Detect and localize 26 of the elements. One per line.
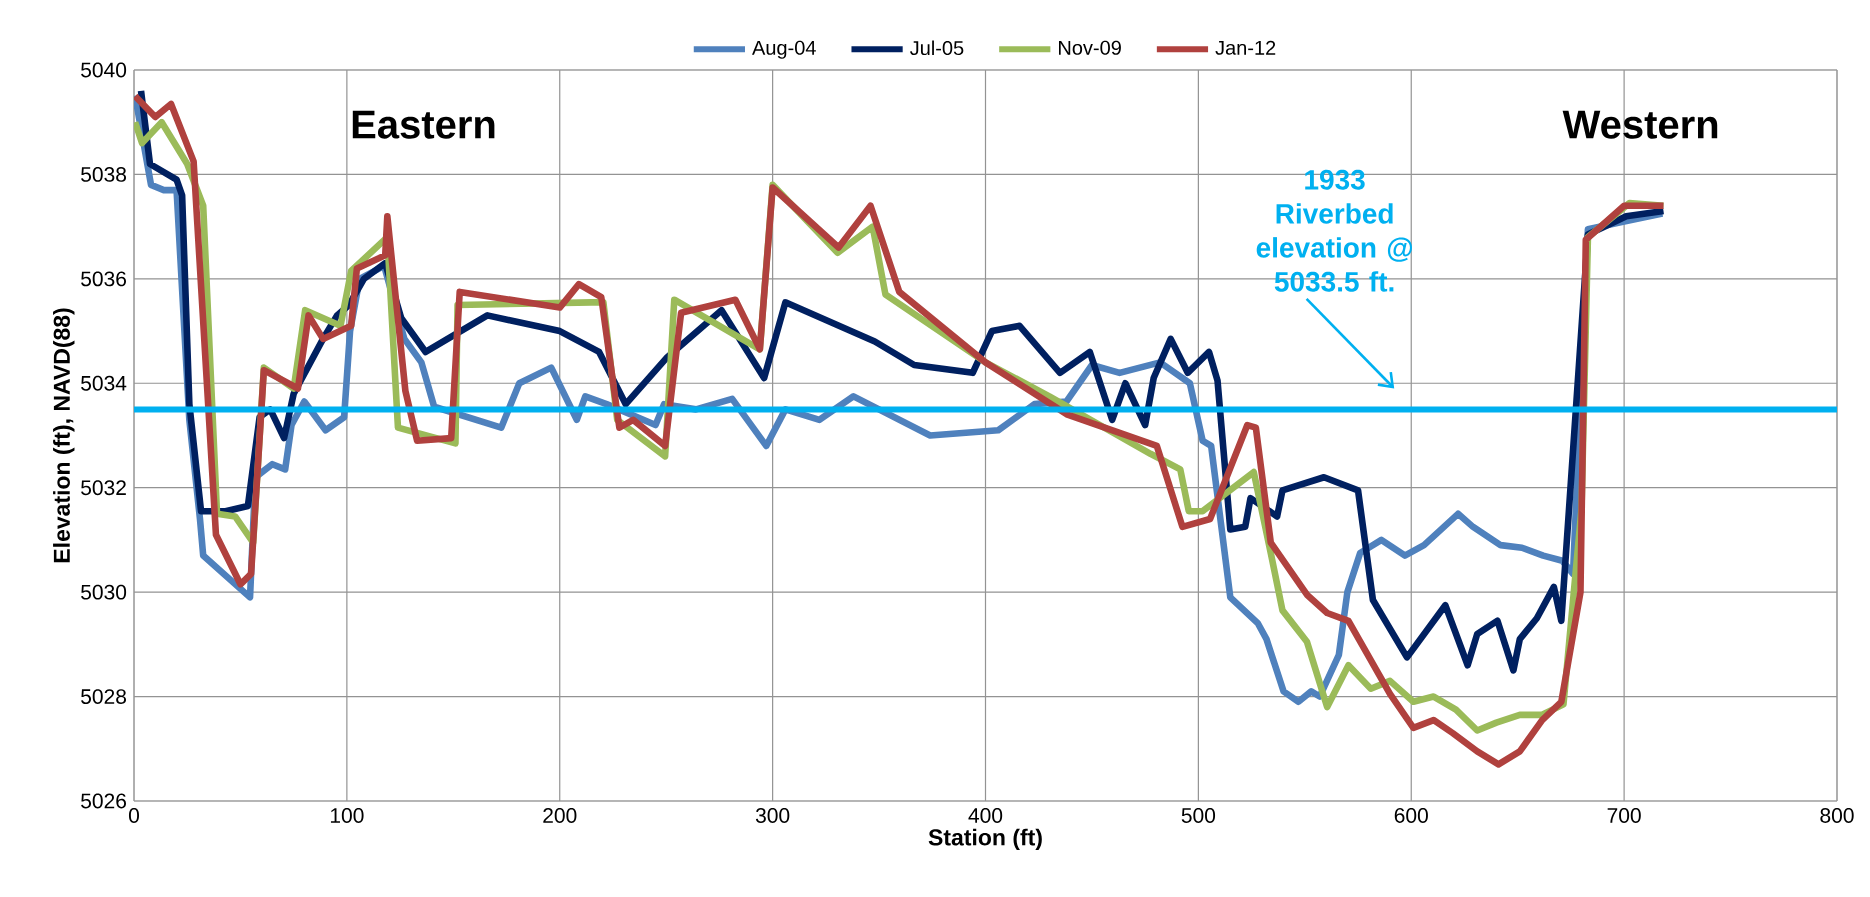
- y-axis-title: Elevation (ft), NAVD(88): [53, 308, 75, 563]
- ref-line-label: 1933 Riverbed elevation @ 5033.5 ft.: [1256, 169, 1412, 292]
- x-tick-label: 300: [755, 808, 790, 823]
- y-tick-label: 5036: [81, 271, 127, 287]
- x-axis-title: Station (ft): [928, 828, 1042, 851]
- annotation: Western: [1562, 110, 1718, 139]
- y-tick-label: 5030: [81, 584, 127, 600]
- y-tick-label: 5040: [81, 62, 127, 78]
- legend-label: Jan-12: [1215, 40, 1276, 55]
- annotation: Eastern: [352, 110, 495, 139]
- x-tick-label: 500: [1181, 808, 1216, 823]
- x-tick-label: 600: [1394, 808, 1428, 823]
- x-tick-label: 400: [968, 808, 1003, 823]
- x-tick-label: 700: [1607, 808, 1641, 823]
- legend-label: Aug-04: [752, 40, 816, 59]
- x-tick-label: 800: [1820, 808, 1854, 823]
- x-tick-label: 100: [330, 808, 364, 823]
- y-tick-label: 5026: [81, 793, 127, 809]
- legend-label: Nov-09: [1059, 40, 1121, 55]
- y-tick-label: 5034: [81, 375, 127, 391]
- x-tick-label: 0: [128, 808, 140, 823]
- x-tick-label: 200: [543, 808, 577, 823]
- legend-label: Jul-05: [910, 40, 964, 56]
- y-tick-label: 5038: [81, 166, 127, 182]
- y-tick-label: 5028: [81, 689, 127, 704]
- y-tick-label: 5032: [81, 480, 126, 496]
